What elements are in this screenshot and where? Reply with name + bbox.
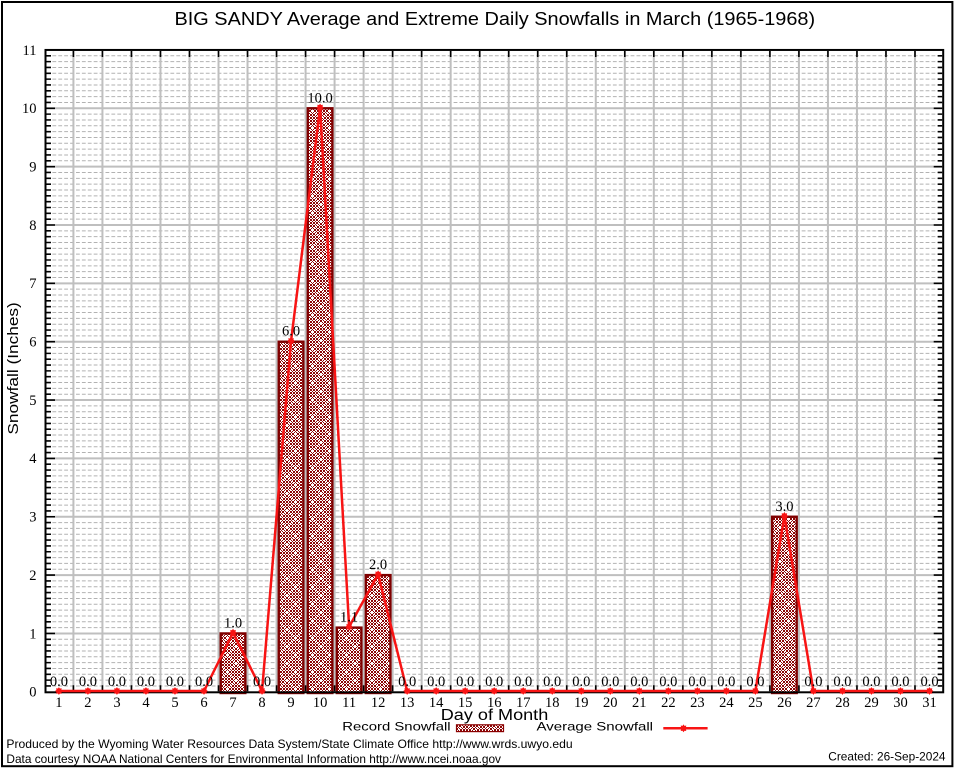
svg-text:3.0: 3.0 [775,499,793,515]
svg-text:0.0: 0.0 [398,674,416,690]
svg-text:6.0: 6.0 [282,324,300,340]
svg-text:Day of Month: Day of Month [441,707,549,724]
svg-text:0.0: 0.0 [166,674,184,690]
svg-text:26: 26 [777,695,792,711]
svg-text:Average Snowfall: Average Snowfall [537,719,654,733]
svg-text:0.0: 0.0 [514,674,532,690]
svg-text:0.0: 0.0 [891,674,909,690]
svg-text:Record Snowfall: Record Snowfall [342,719,450,733]
svg-text:5: 5 [171,695,178,711]
svg-text:Produced by the Wyoming Water: Produced by the Wyoming Water Resources … [6,737,572,751]
svg-text:24: 24 [719,695,734,711]
svg-text:15: 15 [458,695,473,711]
svg-text:14: 14 [429,695,444,711]
svg-text:0.0: 0.0 [456,674,474,690]
svg-text:Snowfall (Inches): Snowfall (Inches) [5,302,22,434]
svg-text:6: 6 [29,335,36,351]
svg-text:8: 8 [29,218,36,234]
svg-text:3: 3 [113,695,120,711]
svg-text:0.0: 0.0 [572,674,590,690]
svg-text:0: 0 [29,685,36,701]
svg-text:0.0: 0.0 [659,674,677,690]
svg-text:9: 9 [29,159,36,175]
svg-text:1.0: 1.0 [224,615,242,631]
svg-text:Data courtesy NOAA National Ce: Data courtesy NOAA National Centers for … [6,752,501,766]
svg-text:0.0: 0.0 [717,674,735,690]
svg-text:1.1: 1.1 [340,610,358,626]
svg-text:25: 25 [748,695,763,711]
svg-text:22: 22 [661,695,676,711]
svg-text:0.0: 0.0 [427,674,445,690]
svg-text:31: 31 [922,695,937,711]
svg-text:0.0: 0.0 [688,674,706,690]
svg-text:1: 1 [29,626,36,642]
svg-text:0.0: 0.0 [746,674,764,690]
svg-text:0.0: 0.0 [543,674,561,690]
svg-text:3: 3 [29,510,36,526]
svg-text:0.0: 0.0 [630,674,648,690]
svg-text:0.0: 0.0 [50,674,68,690]
svg-text:30: 30 [893,695,908,711]
svg-text:11: 11 [23,43,37,59]
svg-text:9: 9 [287,695,294,711]
svg-text:23: 23 [690,695,705,711]
svg-text:8: 8 [258,695,265,711]
svg-text:4: 4 [142,695,150,711]
svg-text:2: 2 [29,568,36,584]
svg-text:10: 10 [22,101,37,117]
svg-text:21: 21 [632,695,647,711]
svg-text:20: 20 [603,695,618,711]
svg-text:7: 7 [29,276,36,292]
svg-text:29: 29 [864,695,879,711]
svg-text:6: 6 [200,695,207,711]
svg-text:4: 4 [29,451,37,467]
svg-text:12: 12 [371,695,386,711]
svg-text:0.0: 0.0 [137,674,155,690]
svg-text:0.0: 0.0 [253,674,271,690]
svg-text:10: 10 [313,695,328,711]
svg-text:0.0: 0.0 [195,674,213,690]
svg-text:2: 2 [84,695,91,711]
svg-text:0.0: 0.0 [920,674,938,690]
svg-text:0.0: 0.0 [79,674,97,690]
svg-text:18: 18 [545,695,560,711]
svg-text:17: 17 [516,695,531,711]
svg-text:5: 5 [29,393,36,409]
svg-text:10.0: 10.0 [307,90,332,106]
svg-text:16: 16 [487,695,502,711]
svg-text:0.0: 0.0 [601,674,619,690]
svg-text:27: 27 [806,695,821,711]
svg-text:28: 28 [835,695,850,711]
svg-text:11: 11 [342,695,356,711]
svg-text:BIG SANDY Average and Extreme: BIG SANDY Average and Extreme Daily Snow… [175,8,816,29]
svg-text:Created: 26-Sep-2024: Created: 26-Sep-2024 [828,750,946,764]
svg-text:0.0: 0.0 [804,674,822,690]
svg-text:0.0: 0.0 [108,674,126,690]
svg-text:0.0: 0.0 [833,674,851,690]
svg-text:0.0: 0.0 [485,674,503,690]
svg-text:2.0: 2.0 [369,557,387,573]
svg-text:13: 13 [400,695,415,711]
svg-text:19: 19 [574,695,589,711]
svg-text:7: 7 [229,695,236,711]
svg-text:1: 1 [55,695,62,711]
svg-text:0.0: 0.0 [862,674,880,690]
